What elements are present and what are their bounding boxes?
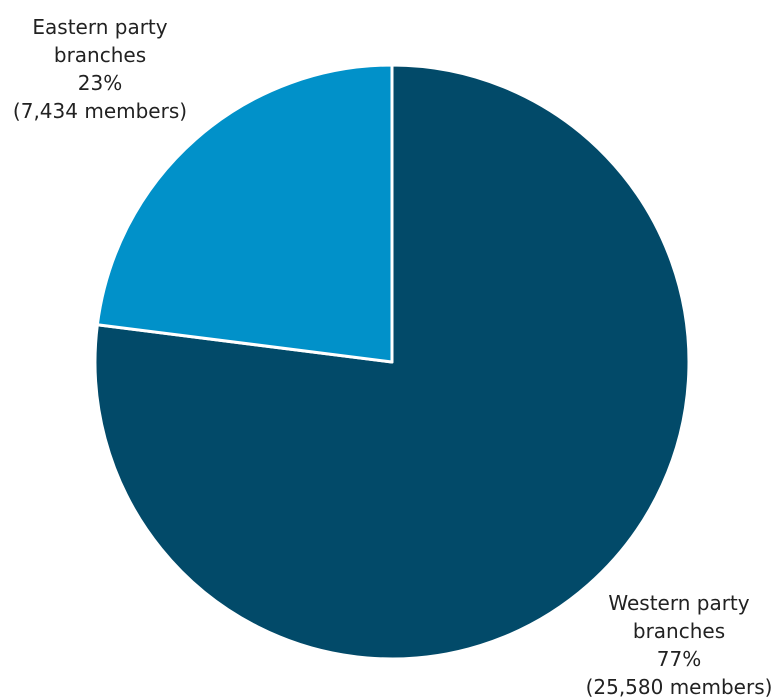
slice-label-line: Western party <box>608 591 749 615</box>
slice-labels: Western party branches 77% (25,580 members)… <box>13 15 773 699</box>
slice-label-line: 23% <box>78 71 122 95</box>
slice-label-line: 77% <box>657 647 701 671</box>
slice-label-line: branches <box>633 619 725 643</box>
slice-label-eastern-party-branches: Eastern party branches 23% (7,434 members) <box>13 15 187 123</box>
pie-slice-eastern-party-branches <box>95 63 394 364</box>
slice-label-line: branches <box>54 43 146 67</box>
slice-label-western-party-branches: Western party branches 77% (25,580 members) <box>586 591 773 699</box>
slice-label-line: Eastern party <box>32 15 167 39</box>
pie-slices <box>93 63 691 661</box>
slice-label-line: (25,580 members) <box>586 675 773 699</box>
slice-label-line: (7,434 members) <box>13 99 187 123</box>
